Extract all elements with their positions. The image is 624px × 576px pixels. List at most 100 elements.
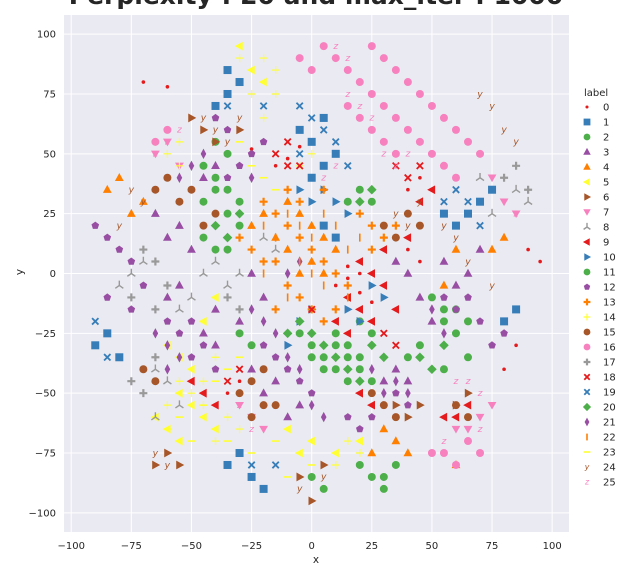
data-point (416, 400, 425, 410)
data-point (91, 341, 100, 350)
data-point (331, 305, 340, 314)
legend-marker (582, 178, 590, 186)
data-point (271, 66, 280, 75)
data-point (234, 208, 245, 219)
data-point (223, 66, 232, 75)
legend-label: 15 (603, 328, 616, 339)
legend-title: label (584, 88, 608, 99)
legend-label: 11 (603, 268, 616, 279)
x-tick-label: 25 (365, 541, 378, 552)
data-point (127, 293, 136, 302)
data-point (271, 209, 280, 218)
data-point (451, 221, 460, 230)
data-point (307, 256, 317, 265)
data-point (357, 271, 362, 276)
legend-entry: 11 (583, 268, 616, 279)
data-point: y (488, 280, 495, 291)
data-point: z (513, 208, 519, 219)
data-point (379, 281, 388, 290)
series-7 (150, 138, 521, 434)
data-point (259, 401, 268, 410)
data-point (418, 259, 422, 264)
data-point (427, 101, 436, 110)
data-point (247, 149, 256, 158)
data-point (186, 376, 195, 386)
data-point (259, 197, 268, 206)
data-point (283, 185, 292, 194)
data-point (391, 256, 401, 265)
data-point (223, 89, 232, 98)
data-point (523, 196, 533, 206)
data-point: y (224, 137, 231, 148)
data-point (248, 304, 255, 315)
data-point (127, 377, 136, 386)
data-point (427, 185, 436, 195)
legend-label: 3 (603, 148, 609, 159)
data-point (331, 233, 340, 242)
data-point (308, 399, 315, 411)
data-point (406, 187, 410, 192)
data-point (296, 185, 305, 195)
data-point (186, 364, 195, 374)
data-point (403, 448, 413, 457)
data-point (476, 449, 485, 458)
data-point (163, 173, 172, 182)
data-point (258, 77, 267, 87)
data-point (331, 138, 340, 146)
data-point (294, 316, 305, 327)
data-point (391, 413, 400, 422)
data-point (223, 209, 232, 218)
data-point (511, 184, 521, 194)
data-point (284, 340, 293, 350)
legend-entry: 9 (582, 238, 609, 249)
data-point (223, 413, 232, 422)
data-point (392, 389, 400, 397)
data-point (151, 353, 160, 362)
data-point (319, 257, 328, 266)
data-point (379, 221, 388, 230)
data-point (187, 292, 196, 301)
data-point (499, 232, 509, 241)
data-point (283, 221, 292, 230)
data-point (223, 125, 232, 134)
y-axis-label: y (14, 269, 26, 275)
data-point: z (404, 149, 410, 160)
legend-marker: y (584, 462, 590, 471)
data-point (295, 102, 304, 110)
data-point (379, 137, 388, 146)
data-point (476, 317, 484, 325)
data-point (464, 353, 472, 362)
data-point (403, 353, 412, 362)
legend-label: 10 (603, 253, 616, 264)
data-point (391, 364, 401, 373)
data-point (427, 316, 437, 325)
data-point (307, 149, 316, 158)
data-point (247, 377, 256, 386)
data-point (367, 184, 377, 195)
x-tick-label: −50 (181, 541, 202, 552)
data-point: y (512, 137, 519, 148)
legend-entry: 22 (586, 433, 616, 444)
data-point (211, 365, 220, 373)
data-point (464, 317, 472, 326)
data-point (319, 42, 328, 51)
data-point (331, 149, 340, 158)
data-point (271, 257, 280, 266)
series-17 (127, 161, 533, 398)
data-point (175, 220, 184, 229)
data-point (392, 161, 400, 170)
data-point (175, 304, 184, 313)
data-point (439, 113, 448, 122)
data-point: z (320, 173, 326, 184)
data-point (451, 280, 461, 289)
legend-marker (584, 417, 590, 427)
legend-label: 14 (603, 313, 616, 324)
data-point (223, 102, 232, 110)
data-point (247, 461, 256, 469)
data-point (235, 401, 244, 410)
data-point (150, 208, 160, 217)
data-point (488, 341, 496, 349)
data-point (175, 377, 184, 386)
data-point: z (368, 113, 374, 124)
data-point (391, 149, 400, 158)
